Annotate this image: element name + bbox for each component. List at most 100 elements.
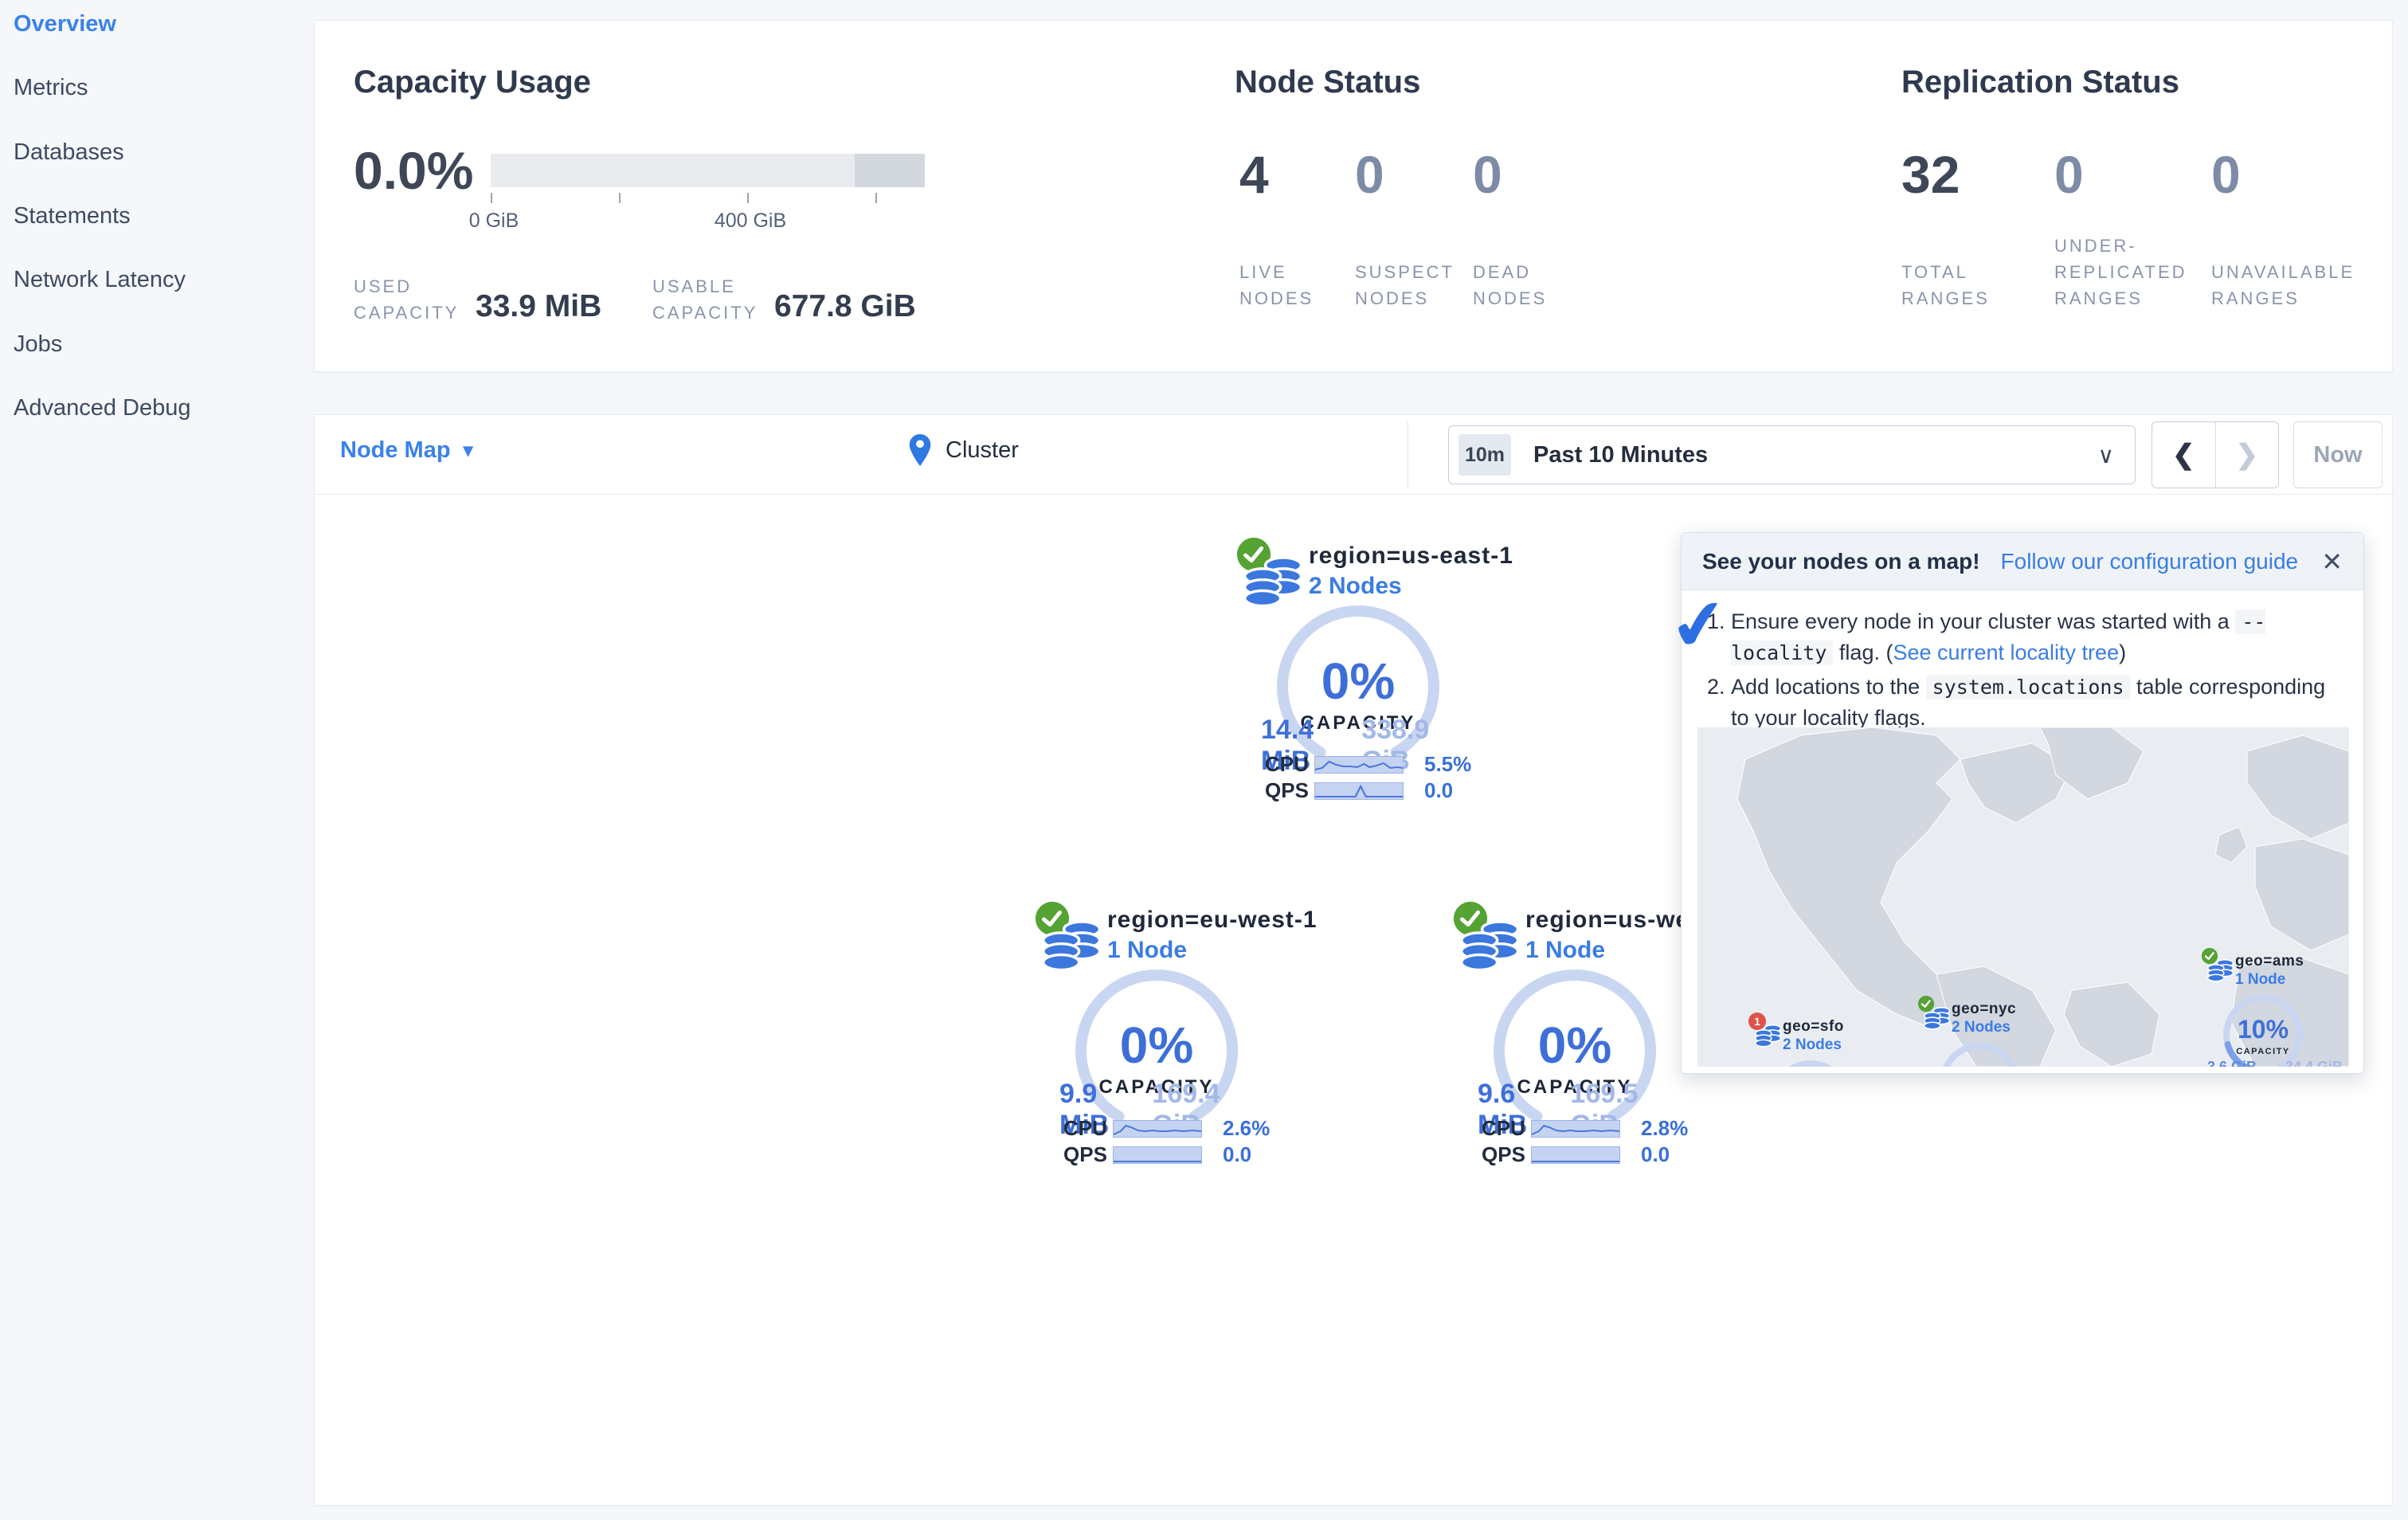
sidebar-item-statements[interactable]: Statements: [14, 203, 131, 229]
locality-nodes-link[interactable]: 2 Nodes: [1952, 1019, 2011, 1036]
system-locations-code: system.locations: [1925, 675, 2131, 700]
chevron-down-icon: ∨: [2097, 442, 2115, 468]
gauge-percent: 6%: [1961, 1063, 1998, 1067]
region-group-eu-west-1[interactable]: region=eu-west-1 1 Node 0% CAPACITY 9.9 …: [1029, 897, 1318, 1184]
database-stack-icon: [1924, 1006, 1951, 1032]
suspect-nodes-label: SUSPECT NODES: [1355, 262, 1455, 308]
capacity-gauge: 9% CAPACITY: [1788, 1060, 1833, 1067]
step1-text: Ensure every node in your cluster was st…: [1731, 609, 2236, 633]
example-node-map-preview: 1 geo=sfo 2 Nodes 9% CAPACITY 3.2 GiB 35…: [1697, 727, 2349, 1067]
configuration-guide-link[interactable]: Follow our configuration guide: [2000, 548, 2299, 574]
node-map-setup-popup: See your nodes on a map! Follow our conf…: [1666, 532, 2364, 1074]
cpu-label: CPU: [1482, 1116, 1525, 1140]
capacity-usage-title: Capacity Usage: [354, 65, 591, 100]
cpu-value: 2.6%: [1223, 1116, 1271, 1140]
usable-capacity-value: 677.8 GiB: [774, 289, 916, 323]
gauge-percent: 0%: [1321, 652, 1396, 710]
database-stack-icon: [2207, 958, 2234, 984]
region-group-us-east-1[interactable]: region=us-east-1 2 Nodes 0% CAPACITY 14.…: [1231, 533, 1517, 820]
chevron-left-icon: ❮: [2172, 440, 2195, 470]
cluster-summary-panel: Capacity Usage 0.0% 0 GiB 400 GiB USED C…: [314, 20, 2393, 372]
locality-name: geo=sfo: [1783, 1018, 1844, 1035]
node-status-section: Node Status 4 LIVE NODES 0 SUSPECT NODES…: [1235, 65, 1792, 351]
gauge-percent: 10%: [2238, 1015, 2289, 1044]
cpu-sparkline: [1113, 1119, 1202, 1138]
popup-title: See your nodes on a map!: [1702, 548, 1980, 574]
qps-label: QPS: [1482, 1142, 1525, 1166]
error-badge-icon: 1: [1748, 1013, 1766, 1030]
capacity-tick-label-0: 0 GiB: [468, 210, 519, 232]
chevron-down-icon: ▾: [463, 440, 473, 461]
setup-step-2: Add locations to the system.locations ta…: [1731, 672, 2343, 734]
time-prev-button[interactable]: ❮: [2152, 422, 2216, 488]
capacity-usage-section: Capacity Usage 0.0% 0 GiB 400 GiB USED C…: [354, 65, 1150, 351]
capacity-percent: 0.0%: [354, 141, 474, 200]
locality-name: geo=ams: [2235, 953, 2304, 970]
capacity-tick: [491, 193, 492, 203]
time-range-dropdown[interactable]: 10m Past 10 Minutes ∨: [1448, 425, 2136, 484]
big-check-icon: ✔: [1665, 583, 1733, 668]
close-icon[interactable]: ✕: [2321, 546, 2343, 576]
region-name: region=us-east-1: [1309, 543, 1513, 569]
sidebar-item-jobs[interactable]: Jobs: [14, 331, 63, 357]
capacity-tick: [875, 193, 877, 203]
live-nodes-label: LIVE NODES: [1239, 262, 1314, 308]
breadcrumb-cluster[interactable]: Cluster: [946, 437, 1019, 463]
sidebar-item-overview[interactable]: Overview: [14, 11, 116, 37]
replication-status-section: Replication Status 32 TOTAL RANGES 0 UND…: [1901, 65, 2395, 351]
chevron-right-icon: ❯: [2235, 440, 2259, 470]
locality-used-capacity: 3.6 GiB: [2207, 1059, 2257, 1067]
time-next-button[interactable]: ❯: [2216, 422, 2279, 488]
popup-header: See your nodes on a map! Follow our conf…: [1682, 533, 2363, 590]
total-ranges-label: TOTAL RANGES: [1901, 262, 1990, 308]
step1-text: flag. (: [1833, 641, 1893, 665]
time-range-label: Past 10 Minutes: [1533, 441, 1709, 468]
sidebar-item-network-latency[interactable]: Network Latency: [14, 267, 186, 293]
total-ranges-value: 32: [1901, 145, 1960, 204]
sidebar-item-advanced-debug[interactable]: Advanced Debug: [14, 395, 191, 421]
unavailable-ranges-value: 0: [2211, 145, 2241, 204]
sidebar: Overview Metrics Databases Statements Ne…: [0, 0, 314, 1520]
capacity-bar-reserved-segment: [855, 154, 925, 187]
capacity-gauge: 10% CAPACITY: [2223, 995, 2303, 1067]
sidebar-item-databases[interactable]: Databases: [14, 139, 124, 165]
region-name: region=eu-west-1: [1107, 907, 1318, 933]
region-used-capacity: 9.9 MiB: [1059, 1079, 1110, 1140]
locality-nodes-link[interactable]: 1 Node: [2235, 971, 2286, 988]
qps-value: 0.0: [1223, 1142, 1252, 1166]
dead-nodes-value: 0: [1473, 145, 1502, 204]
region-nodes-link[interactable]: 1 Node: [1107, 937, 1188, 963]
region-used-capacity: 14.4 MiB: [1261, 715, 1314, 776]
qps-value: 0.0: [1424, 778, 1454, 802]
capacity-tick: [619, 193, 621, 203]
replication-status-title: Replication Status: [1901, 65, 2179, 100]
locality-tree-link[interactable]: See current locality tree: [1893, 641, 2120, 665]
capacity-gauge: 0% CAPACITY: [1075, 970, 1238, 1122]
region-nodes-link[interactable]: 2 Nodes: [1309, 573, 1402, 599]
time-range-badge: 10m: [1459, 434, 1511, 476]
cpu-sparkline: [1531, 1119, 1620, 1138]
node-status-title: Node Status: [1235, 65, 1421, 100]
qps-sparkline: [1314, 782, 1404, 800]
gauge-percent: 0%: [1120, 1017, 1194, 1074]
under-replicated-ranges-label: UNDER-REPLICATED RANGES: [2054, 236, 2187, 308]
suspect-nodes-value: 0: [1355, 145, 1384, 204]
unavailable-ranges-label: UNAVAILABLE RANGES: [2211, 262, 2355, 308]
qps-sparkline: [1113, 1146, 1202, 1164]
region-nodes-link[interactable]: 1 Node: [1525, 937, 1606, 963]
gauge-capacity-label: CAPACITY: [1099, 1076, 1215, 1098]
now-button-label: Now: [2313, 441, 2363, 468]
now-button[interactable]: Now: [2293, 421, 2383, 488]
sidebar-item-metrics[interactable]: Metrics: [14, 75, 88, 101]
capacity-tick-label-400: 400 GiB: [714, 210, 787, 232]
cpu-label: CPU: [1063, 1116, 1107, 1140]
view-mode-dropdown[interactable]: Node Map ▾: [340, 437, 473, 464]
world-map-graphic: [1737, 727, 2349, 1067]
step2-text: table corresponding to your locality fla…: [1731, 675, 2326, 731]
usable-capacity-label: USABLE CAPACITY: [652, 276, 758, 323]
locality-nodes-link[interactable]: 2 Nodes: [1783, 1036, 1842, 1053]
gauge-capacity-label: CAPACITY: [1517, 1076, 1633, 1098]
capacity-bar: [491, 154, 925, 187]
breadcrumb: Cluster: [909, 434, 1019, 466]
setup-steps-list: Ensure every node in your cluster was st…: [1731, 606, 2343, 735]
